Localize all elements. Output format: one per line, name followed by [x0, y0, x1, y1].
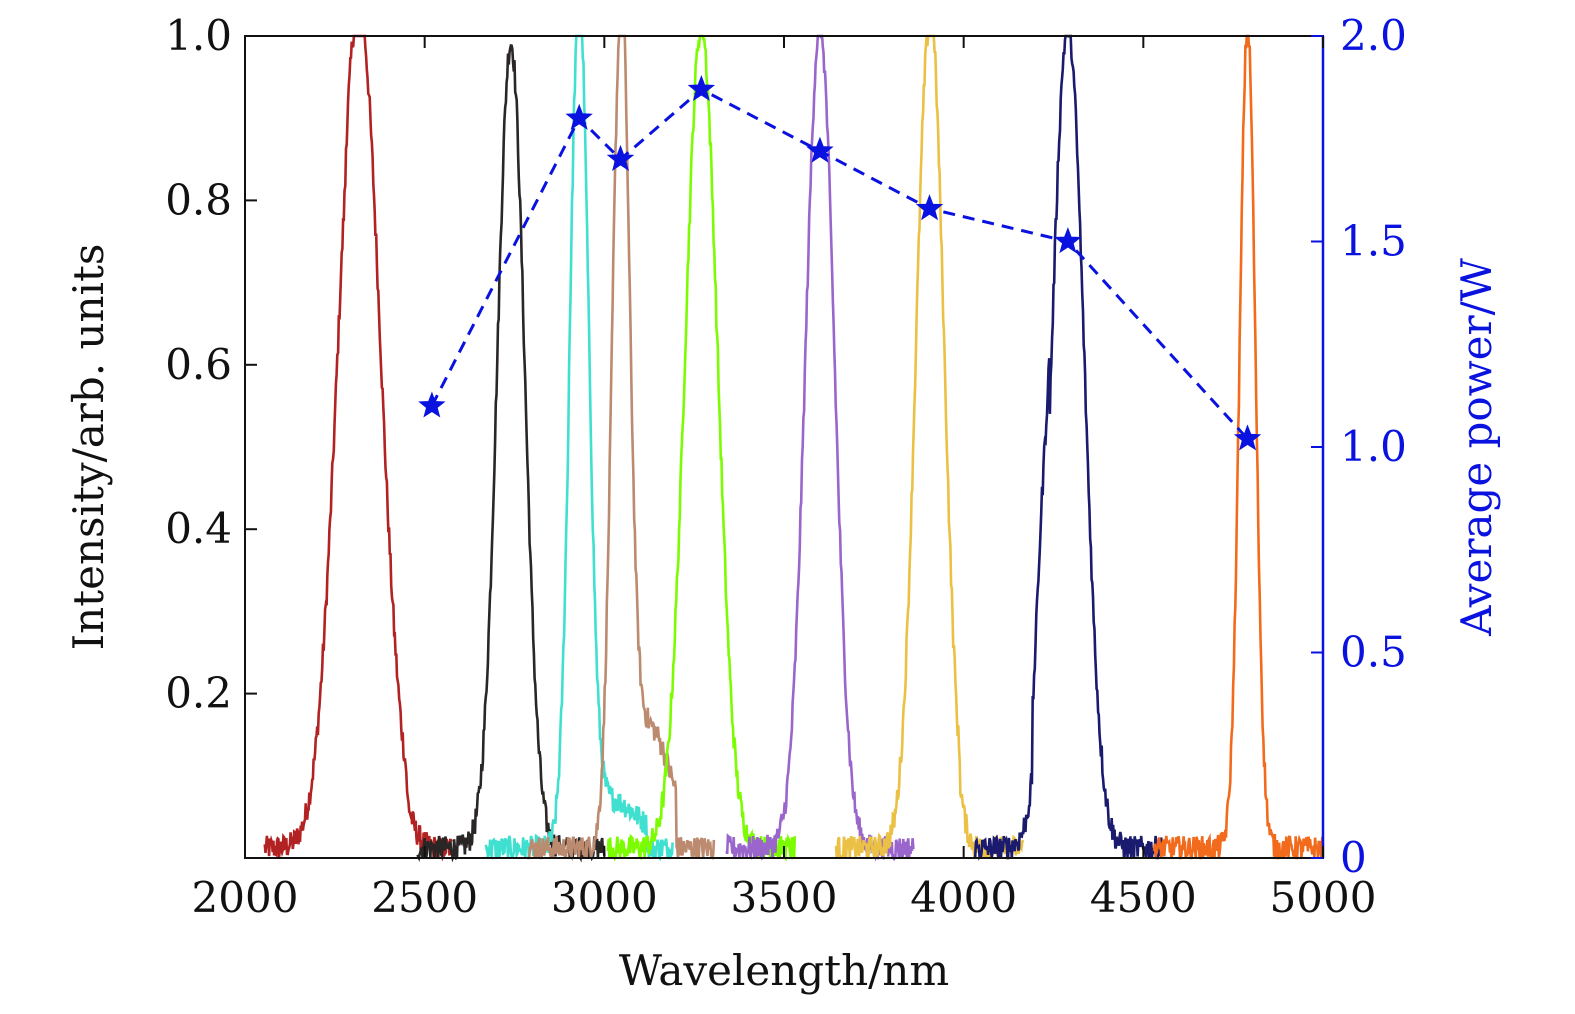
- power-layer: [418, 74, 1262, 451]
- y2-axis-title: Average power/W: [1452, 257, 1501, 637]
- spectrum-line-1: [263, 34, 453, 862]
- ticks-layer: 2000 2500 3000 3500 4000 4500 5000 0.2 0.4 0.6 0.8…: [165, 11, 1407, 922]
- power-point-3: [606, 144, 635, 171]
- y2-tick-label: 1.5: [1340, 217, 1407, 266]
- power-line: [430, 87, 1249, 440]
- spectrum-line-2: [416, 44, 606, 863]
- power-point-5: [806, 136, 834, 163]
- power-point-4: [687, 74, 716, 102]
- y-axis-title: Intensity/arb. units: [64, 244, 113, 651]
- x-tick-label: 2500: [371, 873, 478, 922]
- y-tick-label: 0.6: [165, 340, 232, 389]
- axes-layer: [244, 35, 1325, 859]
- spectrum-line-6: [725, 34, 915, 862]
- x-tick-label: 4500: [1090, 873, 1197, 922]
- y-tick-label: 1.0: [165, 11, 232, 60]
- spectrum-line-8: [973, 34, 1163, 862]
- y-tick-label: 0.4: [165, 504, 232, 553]
- y-tick-label: 0.8: [165, 175, 232, 224]
- power-point-7: [1054, 227, 1082, 254]
- power-point-2: [565, 103, 593, 130]
- power-point-6: [915, 194, 944, 221]
- power-point-8: [1233, 424, 1262, 451]
- y-tick-label: 0.2: [165, 669, 232, 718]
- power-point-1: [418, 391, 446, 418]
- y2-tick-label: 0.5: [1340, 628, 1407, 677]
- x-tick-label: 4000: [910, 873, 1017, 922]
- x-tick-label: 3000: [551, 873, 658, 922]
- spectrum-line-9: [1152, 34, 1325, 860]
- x-tick-label: 2000: [192, 873, 299, 922]
- plot-frame: [244, 35, 1324, 859]
- spectra-layer: [263, 34, 1325, 863]
- y2-tick-label: 0: [1340, 833, 1367, 882]
- spectrum-line-3: [484, 34, 674, 862]
- x-tick-label: 3500: [731, 873, 838, 922]
- x-tick-label: 5000: [1270, 873, 1377, 922]
- spectrum-line-5: [606, 34, 797, 862]
- spectrum-line-7: [834, 34, 1025, 860]
- y2-tick-label: 2.0: [1340, 11, 1407, 60]
- y2-tick-label: 1.0: [1340, 422, 1407, 471]
- x-axis-title: Wavelength/nm: [619, 946, 949, 995]
